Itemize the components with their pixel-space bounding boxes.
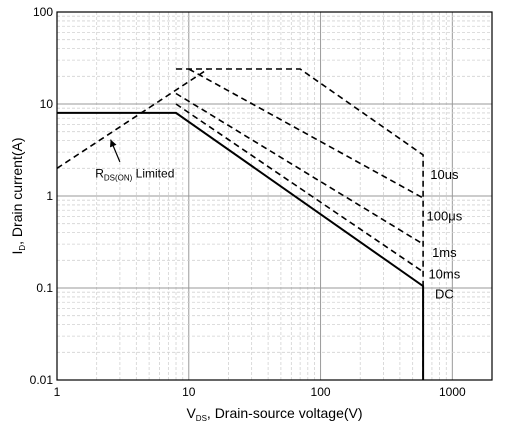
- series-line-10ms: [176, 104, 423, 272]
- y-tick-label: 0.01: [30, 373, 54, 387]
- y-tick-label: 0.1: [36, 281, 53, 295]
- y-tick-label: 100: [33, 5, 53, 19]
- x-tick-label: 1: [54, 385, 61, 399]
- x-axis-label: VDS, Drain-source voltage(V): [186, 405, 362, 423]
- series-layer: [57, 69, 423, 380]
- x-tick-label: 1000: [439, 385, 466, 399]
- curve-label: 10ms: [428, 267, 460, 282]
- series-line-100-s: [189, 69, 423, 198]
- y-tick-label: 1: [46, 189, 53, 203]
- x-tick-label: 100: [311, 385, 331, 399]
- tick-layer: 1 10 100 1000 100 10 1 0.1 0.01: [30, 5, 466, 399]
- curve-label: 100μs: [427, 208, 463, 223]
- x-tick-label: 10: [182, 385, 196, 399]
- y-axis-label: ID, Drain current(A): [9, 137, 27, 254]
- curve-label: 10us: [430, 167, 459, 182]
- curve-label: 1ms: [432, 245, 457, 260]
- series-line-dc: [57, 113, 423, 380]
- annotation-label: RDS(ON) Limited: [95, 167, 174, 183]
- series-line-1ms: [176, 94, 423, 245]
- curve-label: DC: [435, 286, 454, 301]
- grid-layer: [57, 12, 492, 380]
- y-tick-label: 10: [40, 97, 54, 111]
